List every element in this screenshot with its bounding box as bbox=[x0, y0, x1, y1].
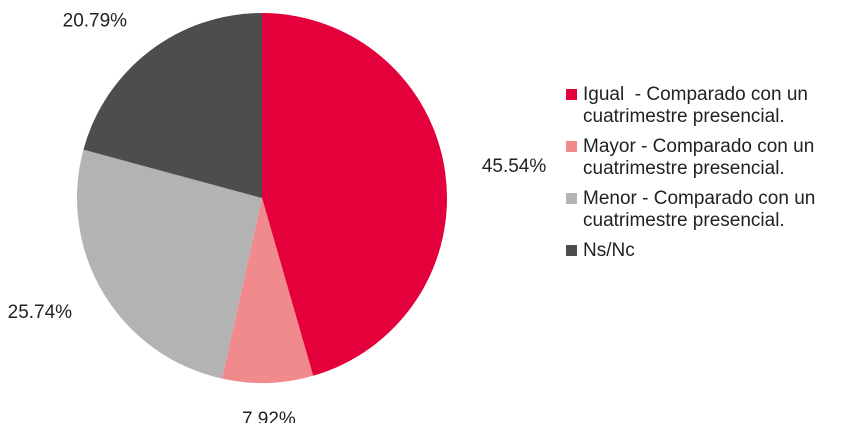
legend-item: Igual - Comparado con un cuatrimestre pr… bbox=[566, 84, 858, 128]
legend-swatch bbox=[566, 89, 577, 100]
data-label: 45.54% bbox=[482, 156, 547, 177]
pie-slice bbox=[83, 13, 262, 198]
legend-item: Ns/Nc bbox=[566, 240, 858, 262]
legend-label: Igual - Comparado con un cuatrimestre pr… bbox=[583, 84, 814, 127]
legend-swatch bbox=[566, 141, 577, 152]
legend-label: Ns/Nc bbox=[583, 240, 635, 261]
pie-slice bbox=[222, 198, 314, 383]
legend: Igual - Comparado con un cuatrimestre pr… bbox=[566, 84, 858, 270]
legend-item: Menor - Comparado con un cuatrimestre pr… bbox=[566, 188, 858, 232]
data-label: 25.74% bbox=[8, 302, 73, 323]
legend-label: Mayor - Comparado con un cuatrimestre pr… bbox=[583, 136, 820, 179]
legend-swatch bbox=[566, 193, 577, 204]
legend-label: Menor - Comparado con un cuatrimestre pr… bbox=[583, 188, 821, 231]
data-label: 20.79% bbox=[63, 11, 128, 32]
legend-swatch bbox=[566, 245, 577, 256]
legend-item: Mayor - Comparado con un cuatrimestre pr… bbox=[566, 136, 858, 180]
chart: 45.54% 7.92% 25.74% 20.79% bbox=[8, 11, 547, 423]
pie-slice bbox=[262, 13, 448, 376]
data-label: 7.92% bbox=[242, 409, 296, 423]
pie-slice bbox=[76, 149, 262, 379]
